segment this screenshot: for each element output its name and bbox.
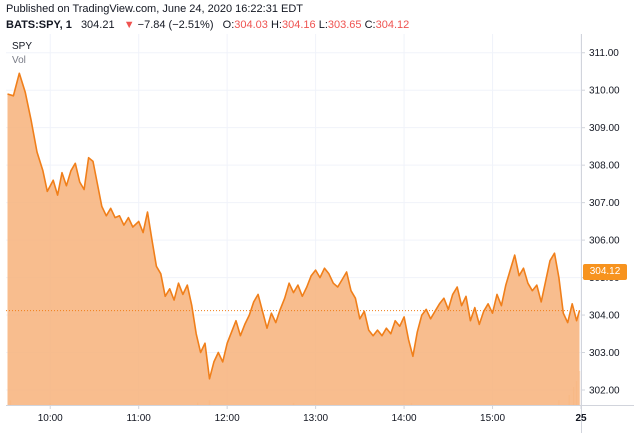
y-tick-label: 302.00 [589,386,620,397]
legend-symbol: SPY [12,41,33,52]
y-tick-label: 306.00 [589,236,620,247]
last-price-tag: 304.12 [583,264,627,280]
low-value: 303.65 [327,19,362,31]
x-tick-label: 14:00 [392,413,417,424]
ohlc-header: BATS:SPY, 1 304.21 ▼ −7.84 (−2.51%) O:30… [6,19,409,31]
y-tick-label: 311.00 [589,48,619,59]
y-tick-label: 310.00 [589,86,620,97]
chart-panel[interactable]: 311.00310.00309.00308.00307.00306.00305.… [6,34,634,433]
price-line [7,72,581,380]
high-value: 304.16 [281,19,316,31]
published-caption: Published on TradingView.com, June 24, 2… [6,3,303,15]
price-area [7,73,580,406]
y-tick-label: 307.00 [589,198,620,209]
open-label: O: [222,19,235,31]
x-tick-label: 12:00 [215,413,240,424]
open-value: 304.03 [234,19,268,31]
price-change: −7.84 (−2.51%) [137,19,214,31]
price-chart[interactable]: 311.00310.00309.00308.00307.00306.00305.… [6,34,634,433]
low-label: L: [318,19,328,31]
y-tick-label: 308.00 [589,161,620,172]
x-tick-label: 25 [575,413,587,424]
last-price: 304.21 [80,19,115,31]
legend-volume: Vol [12,55,26,66]
close-label: C: [364,19,376,31]
x-tick-label: 15:00 [480,413,505,424]
y-tick-label: 309.00 [589,123,620,134]
close-value: 304.12 [375,19,410,31]
y-tick-label: 304.00 [589,311,620,322]
volume-bar [578,371,581,405]
x-tick-label: 10:00 [38,413,63,424]
y-tick-label: 303.00 [589,348,620,359]
high-label: H: [270,19,282,31]
x-tick-label: 11:00 [127,413,152,424]
x-tick-label: 13:00 [303,413,328,424]
down-arrow-icon: ▼ [123,19,135,31]
symbol-label: BATS:SPY, 1 [6,19,72,31]
